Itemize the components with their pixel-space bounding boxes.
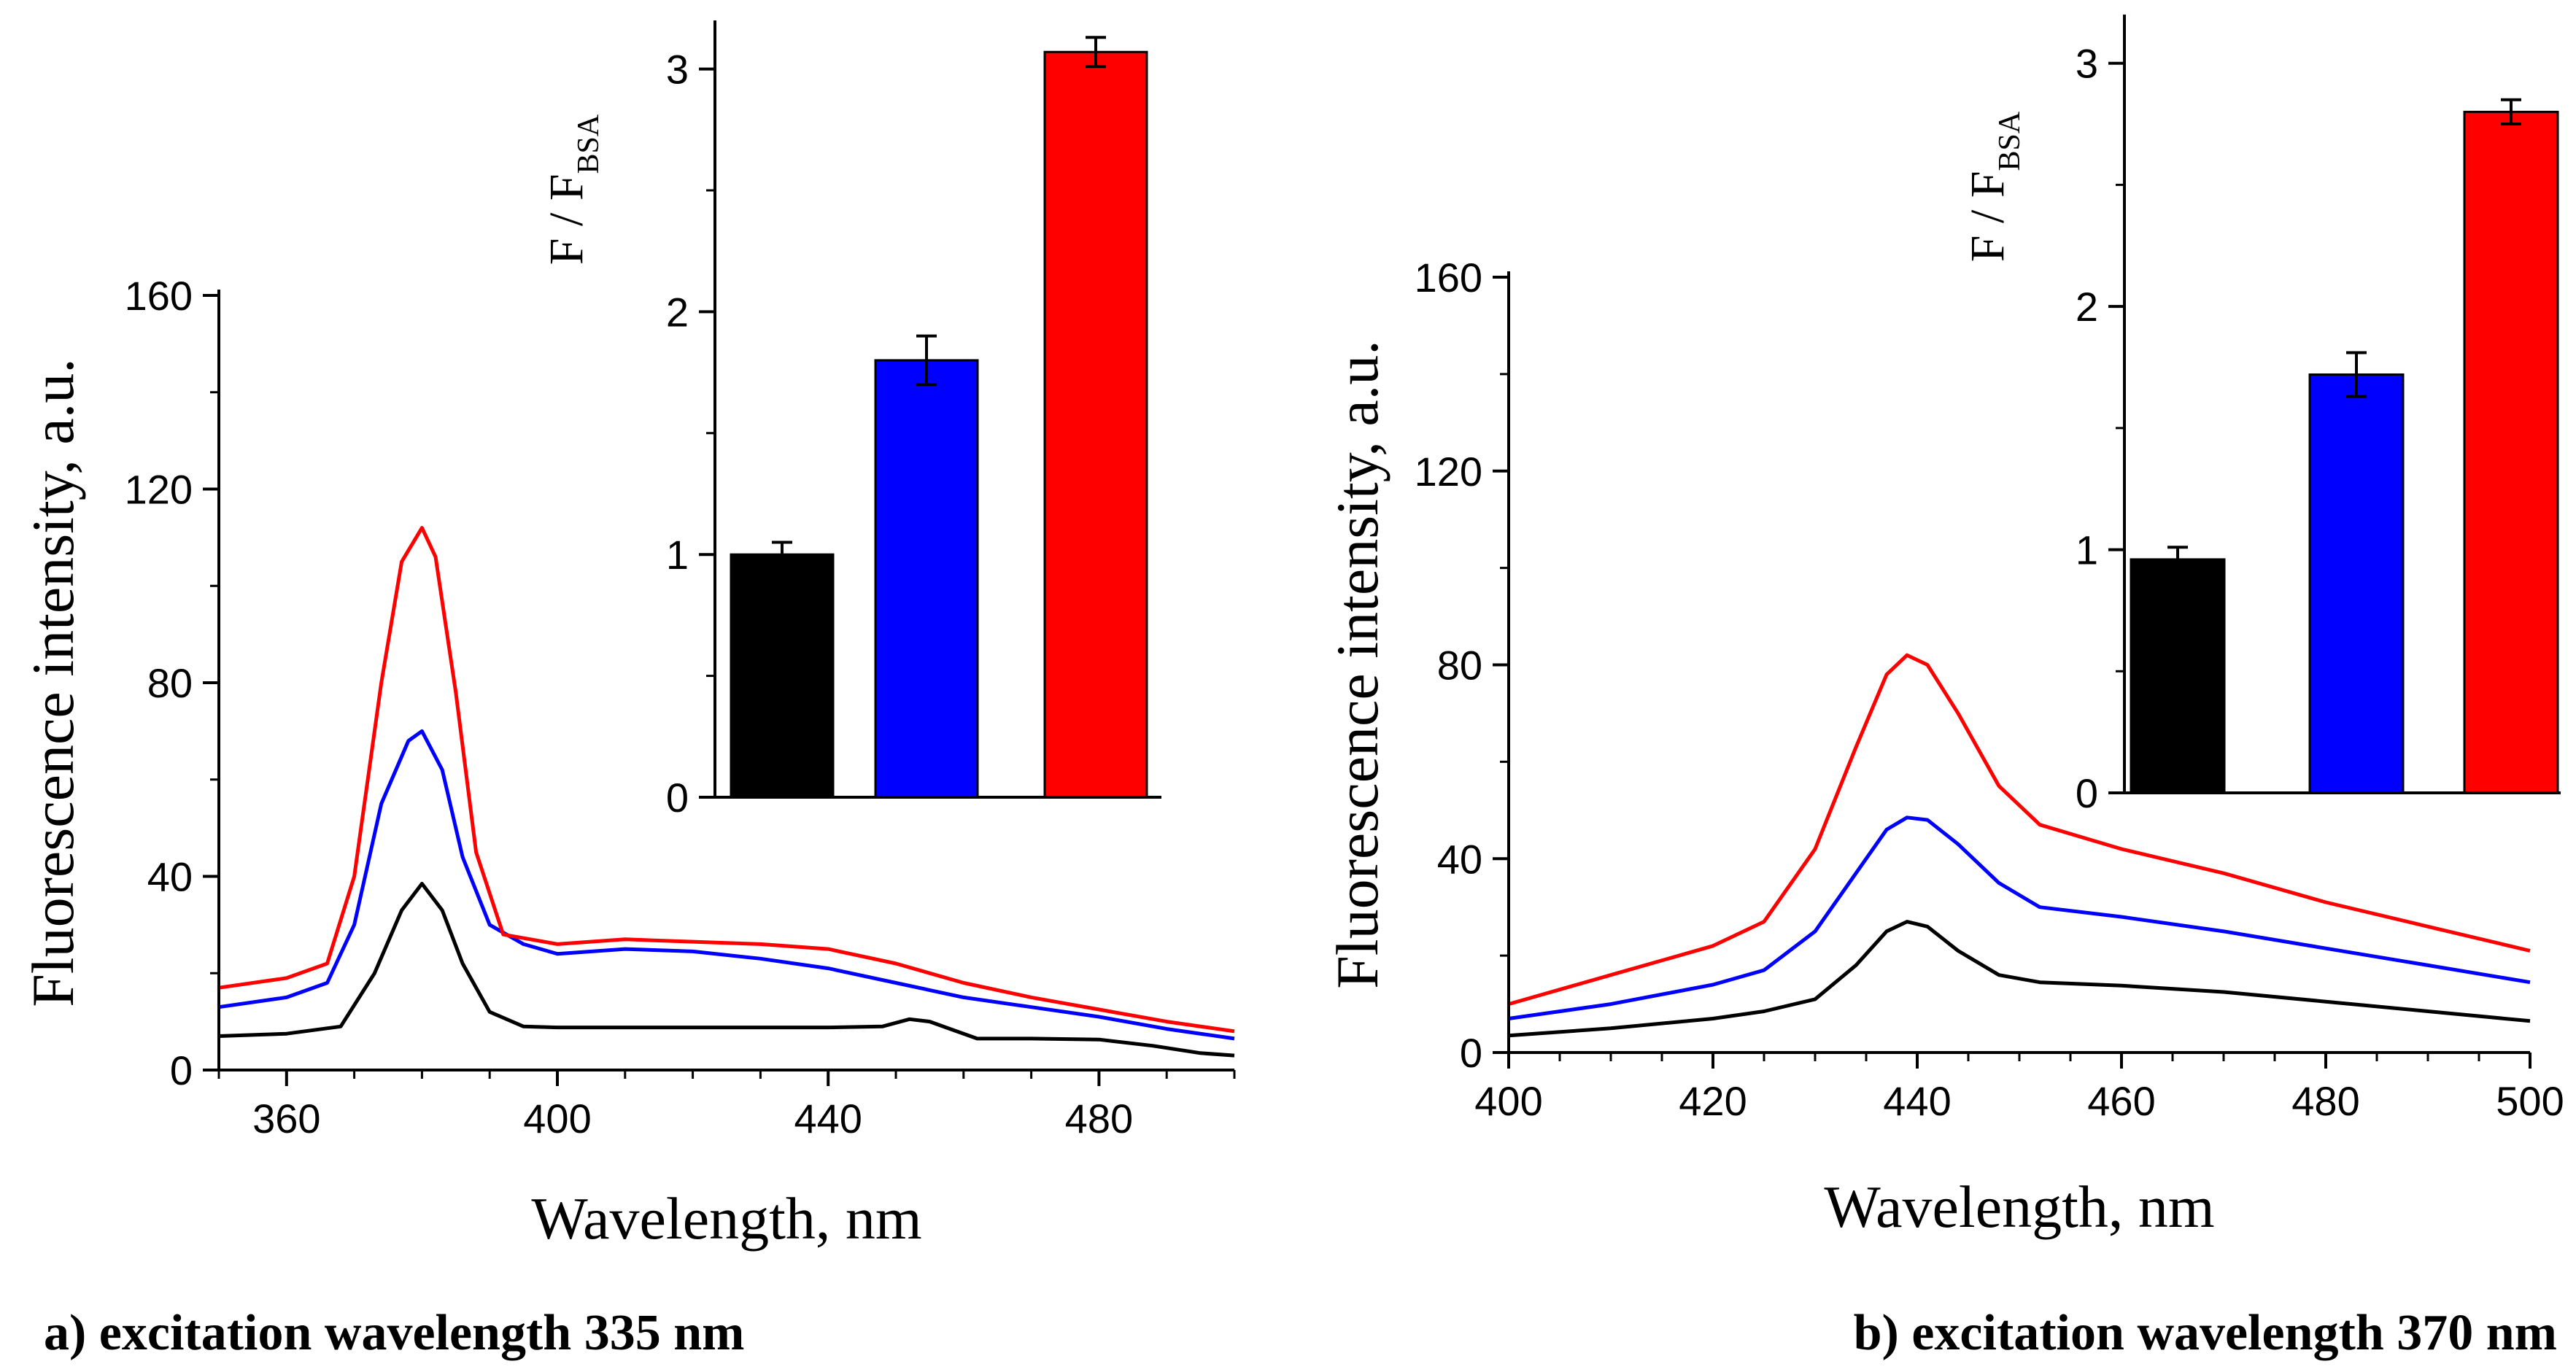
inset-y-tick-label: 1 — [2076, 527, 2098, 573]
inset-y-axis-title-main: F / F — [1961, 171, 2014, 262]
x-tick-label: 360 — [252, 1096, 320, 1142]
y-tick-label: 120 — [125, 467, 193, 513]
y-axis-title: Fluorescence intensity, a.u. — [20, 358, 86, 1007]
inset-y-tick-label: 0 — [666, 775, 689, 821]
inset-b: 0 1 2 3 F / FBSA — [1961, 15, 2561, 816]
inset-y-axis-title-subscript: BSA — [1993, 111, 2027, 171]
y-tick-label: 40 — [147, 854, 193, 900]
inset-y-tick-label: 3 — [2076, 41, 2098, 87]
series-line-red — [1508, 653, 2531, 1007]
series-line-black — [218, 882, 1235, 1058]
inset-a: 0 1 2 3 F / FBSA — [540, 20, 1161, 821]
bar-2 — [1043, 50, 1148, 799]
x-axis-title: Wavelength, nm — [531, 1185, 921, 1252]
x-tick-label: 480 — [2291, 1078, 2359, 1124]
bar-0 — [730, 553, 835, 799]
inset-y-axis-title: F / FBSA — [1961, 111, 2027, 262]
inset-y-tick-label: 3 — [666, 47, 689, 93]
bar-1 — [874, 359, 979, 799]
inset-y-axis-title: F / FBSA — [540, 114, 606, 265]
y-tick-label: 80 — [1437, 643, 1482, 689]
x-tick-label: 400 — [1474, 1078, 1542, 1124]
inset-y-axis-title-subscript: BSA — [572, 114, 606, 174]
x-tick-label: 440 — [794, 1096, 862, 1142]
y-axis-title: Fluorescence intensity, a.u. — [1324, 340, 1391, 989]
caption-b: b) excitation wavelength 370 nm — [1854, 1305, 2557, 1361]
inset-y-axis-title-main: F / F — [540, 174, 593, 265]
y-tick-label: 160 — [1415, 255, 1482, 301]
y-tick-label: 40 — [1437, 836, 1482, 882]
inset-y-tick-label: 1 — [666, 532, 689, 578]
x-tick-label: 420 — [1679, 1078, 1747, 1124]
y-tick-label: 160 — [125, 273, 193, 319]
inset-y-tick-label: 0 — [2076, 770, 2098, 816]
series-line-blue — [218, 729, 1235, 1041]
x-tick-label: 460 — [2087, 1078, 2155, 1124]
x-tick-label: 500 — [2496, 1078, 2564, 1124]
x-tick-label: 480 — [1065, 1096, 1133, 1142]
x-tick-label: 400 — [523, 1096, 591, 1142]
series-line-red — [218, 526, 1235, 1034]
y-tick-label: 120 — [1415, 449, 1482, 495]
y-tick-label: 80 — [147, 660, 193, 706]
series-line-black — [1508, 920, 2531, 1038]
y-tick-label: 0 — [170, 1047, 193, 1093]
inset-y-tick-label: 2 — [666, 289, 689, 335]
x-axis-title: Wavelength, nm — [1824, 1174, 2214, 1240]
inset-y-tick-label: 2 — [2076, 284, 2098, 330]
bar-0 — [2130, 558, 2226, 794]
bar-2 — [2463, 110, 2559, 794]
caption-a: a) excitation wavelength 335 nm — [44, 1305, 744, 1361]
bar-1 — [2308, 373, 2405, 794]
x-tick-label: 440 — [1883, 1078, 1951, 1124]
series-line-blue — [1508, 815, 2531, 1020]
y-tick-label: 0 — [1460, 1030, 1482, 1076]
panel-b: 400 420 440 460 480 50004080120160Wavelength,… — [1324, 255, 2564, 1240]
